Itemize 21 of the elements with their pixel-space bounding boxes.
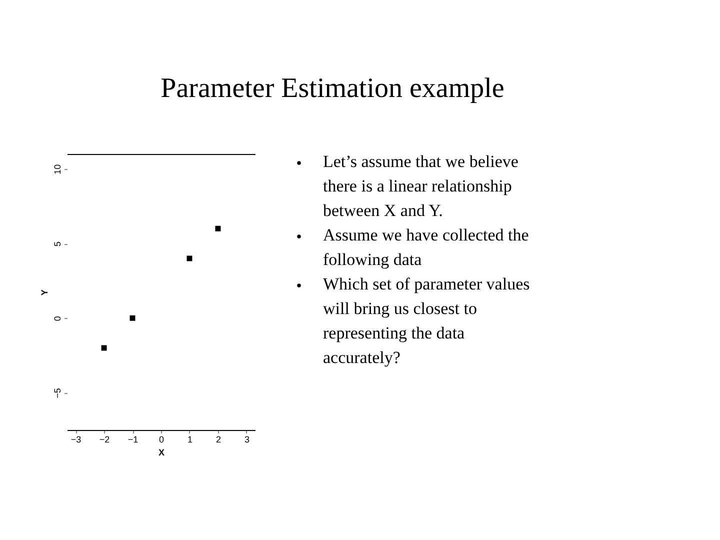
- x-tick-label: −2: [99, 434, 110, 444]
- text: Let’s assume that we believe there is a linear relationship between X and Y.: [323, 152, 518, 220]
- text: Parameter Estimation example: [160, 73, 504, 104]
- x-tick-label: −1: [128, 434, 138, 444]
- point: [186, 256, 192, 262]
- point: [215, 226, 221, 232]
- x-tick-label: 3: [244, 434, 250, 444]
- x-tick-label: 1: [187, 434, 192, 444]
- y-axis-title: Y: [40, 289, 50, 296]
- x-axis-title: X: [158, 448, 165, 458]
- x-tick-label: 0: [158, 434, 164, 444]
- y-tick-label: 0: [52, 316, 62, 322]
- y-tick-label: −5: [52, 388, 62, 398]
- point: [101, 345, 107, 351]
- y-tick-label: 10: [52, 164, 62, 174]
- y-tick-label: 5: [52, 242, 62, 247]
- x-tick-label: 2: [216, 434, 221, 444]
- text: Which set of parameter values will bring us closest to representing the data accurately?: [323, 274, 530, 367]
- text: Assume we have collected the following data: [323, 226, 529, 269]
- point: [130, 315, 136, 321]
- x-tick-label: −3: [70, 434, 82, 444]
